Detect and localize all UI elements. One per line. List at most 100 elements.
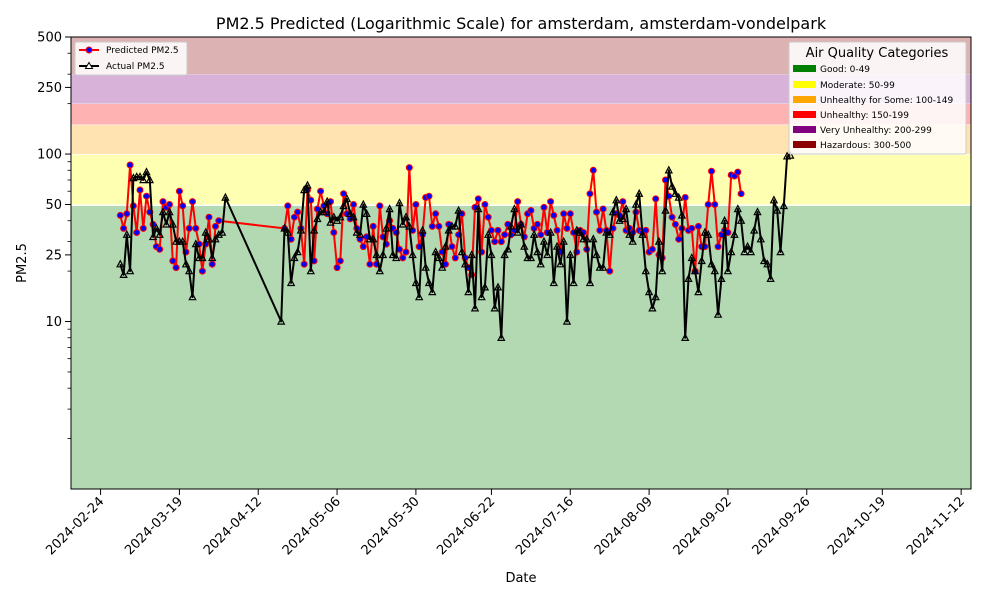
predicted-point-153 (681, 194, 689, 201)
actual-point-116 (549, 278, 558, 287)
category-legend-box (788, 41, 967, 155)
actual-point-26 (201, 227, 210, 236)
predicted-point-46 (330, 229, 338, 236)
actual-point-68 (392, 253, 401, 262)
actual-point-36 (286, 278, 296, 287)
actual-point-95 (480, 282, 490, 291)
predicted-point-58 (369, 222, 377, 230)
predicted-point-7 (139, 224, 147, 232)
actual-point-178 (753, 207, 762, 216)
predicted-point-114 (553, 226, 561, 234)
actual-point-142 (635, 188, 644, 197)
predicted-point-32 (284, 202, 292, 210)
actual-point-1 (119, 270, 128, 278)
actual-point-48 (326, 217, 335, 226)
actual-point-61 (369, 234, 378, 243)
actual-point-133 (605, 229, 614, 238)
y-tick-label-2: 50 (45, 198, 62, 213)
actual-point-66 (385, 204, 394, 213)
legend-swatch-hazardous (793, 141, 816, 148)
actual-point-76 (418, 225, 427, 234)
predicted-point-28 (208, 260, 216, 268)
actual-point-131 (598, 262, 608, 271)
actual-point-137 (618, 214, 627, 223)
actual-point-14 (162, 219, 171, 228)
actual-point-41 (303, 180, 312, 189)
predicted-point-75 (425, 192, 433, 200)
predicted-point-95 (491, 238, 499, 246)
actual-point-25 (198, 253, 207, 262)
actual-point-100 (497, 333, 506, 341)
predicted-point-23 (192, 224, 200, 232)
actual-point-22 (188, 292, 197, 301)
actual-point-153 (671, 188, 680, 197)
legend-label-moderate: Moderate: 50-99 (820, 81, 895, 91)
chart-title: PM2.5 Predicted (Logarithmic Scale) for … (216, 14, 827, 33)
predicted-point-157 (694, 222, 702, 230)
actual-point-11 (152, 223, 161, 232)
actual-point-144 (641, 266, 650, 275)
predicted-point-144 (652, 195, 660, 203)
actual-point-122 (569, 278, 578, 287)
predicted-point-5 (133, 229, 141, 236)
predicted-point-19 (179, 202, 187, 210)
predicted-point-92 (481, 201, 489, 208)
y-tick-label-1: 25 (45, 248, 62, 263)
predicted-point-37 (300, 260, 308, 268)
actual-point-78 (424, 278, 434, 287)
actual-point-33 (277, 316, 286, 325)
actual-point-57 (355, 229, 365, 238)
actual-point-188 (786, 150, 795, 159)
predicted-point-83 (451, 254, 459, 262)
actual-point-182 (766, 274, 775, 282)
predicted-point-108 (533, 220, 541, 228)
actual-point-181 (763, 259, 772, 268)
actual-point-6 (135, 172, 145, 181)
legend-label-unhealthy-some: Unhealthy for Some: 100-149 (820, 96, 953, 106)
actual-point-30 (214, 229, 223, 238)
predicted-point-69 (405, 164, 413, 172)
predicted-point-27 (205, 213, 213, 221)
actual-point-51 (336, 212, 345, 221)
actual-point-184 (773, 205, 782, 214)
actual-point-138 (621, 204, 631, 213)
predicted-point-17 (172, 264, 180, 272)
actual-point-115 (546, 227, 555, 236)
actual-point-127 (585, 278, 595, 287)
predicted-point-109 (537, 231, 545, 239)
actual-point-186 (779, 201, 788, 210)
legend-label-hazardous: Hazardous: 300-500 (820, 141, 911, 151)
actual-point-148 (654, 236, 664, 245)
actual-point-180 (759, 256, 769, 265)
legend-actual-label: Actual PM2.5 (106, 62, 165, 72)
data-series (116, 150, 795, 341)
actual-point-106 (516, 219, 526, 228)
actual-point-169 (723, 266, 733, 275)
predicted-point-163 (714, 243, 722, 251)
legend-swatch-unhealthy-some (793, 96, 816, 103)
actual-point-96 (484, 229, 493, 238)
predicted-point-29 (212, 222, 219, 230)
predicted-point-6 (136, 186, 144, 194)
actual-point-149 (658, 266, 667, 275)
actual-point-40 (300, 185, 309, 194)
predicted-point-77 (432, 210, 440, 218)
actual-point-72 (405, 221, 414, 230)
actual-point-183 (769, 195, 779, 204)
actual-point-79 (428, 287, 437, 296)
actual-point-147 (651, 292, 660, 301)
actual-point-179 (756, 234, 765, 243)
actual-point-10 (148, 232, 158, 241)
actual-point-28 (208, 253, 217, 262)
actual-point-128 (589, 234, 598, 243)
actual-point-49 (329, 212, 338, 221)
actual-point-31 (217, 227, 227, 236)
actual-point-46 (319, 207, 329, 216)
actual-point-165 (710, 266, 719, 275)
actual-point-67 (388, 250, 398, 259)
predicted-point-143 (648, 245, 656, 253)
actual-point-185 (776, 247, 785, 256)
actual-point-64 (378, 250, 388, 259)
y-axis-title: PM2.5 (15, 243, 30, 283)
predicted-point-155 (688, 224, 696, 232)
